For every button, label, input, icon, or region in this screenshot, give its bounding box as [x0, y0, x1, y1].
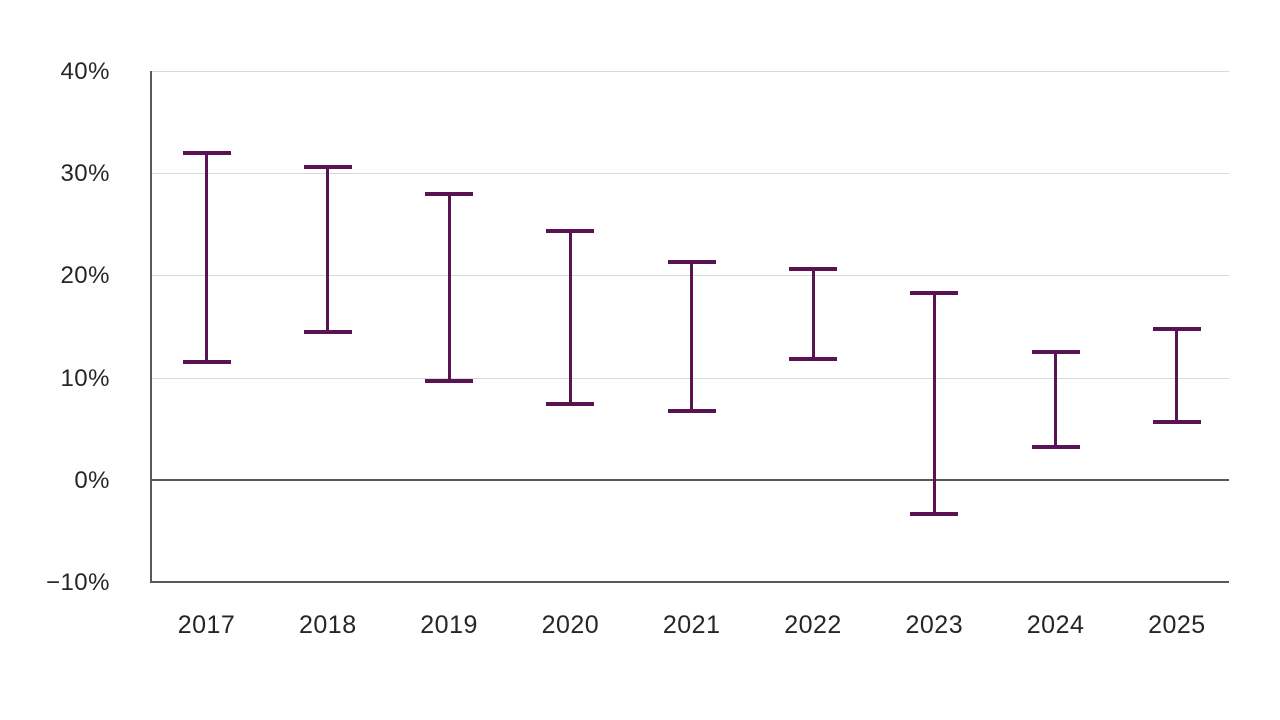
- y-tick-label: −10%: [45, 569, 110, 596]
- low-cap-2025: [1152, 419, 1201, 424]
- range-bar-stem-2018: [326, 167, 330, 332]
- x-tick-label-2022: 2022: [784, 611, 842, 639]
- x-tick-label-2018: 2018: [298, 611, 357, 639]
- x-tick-label-2019: 2019: [420, 611, 478, 639]
- range-bar-stem-2020: [568, 231, 572, 405]
- high-cap-2022: [789, 267, 837, 272]
- low-cap-2024: [1031, 445, 1080, 450]
- x-tick-label-2017: 2017: [177, 611, 236, 639]
- range-bar-stem-2024: [1054, 352, 1058, 448]
- low-cap-2021: [667, 409, 716, 414]
- range-bar-stem-2017: [205, 152, 208, 363]
- range-bar-stem-2021: [690, 262, 694, 412]
- gridline-20: [151, 275, 1229, 277]
- high-cap-2018: [303, 165, 352, 170]
- y-tick-label: 30%: [60, 160, 110, 188]
- gridline-30: [151, 173, 1229, 175]
- range-bar-stem-2019: [447, 193, 451, 381]
- high-cap-2020: [546, 229, 595, 234]
- high-cap-2023: [910, 290, 959, 295]
- high-cap-2025: [1152, 326, 1201, 331]
- low-cap-2020: [546, 402, 595, 407]
- x-tick-label-2023: 2023: [905, 611, 964, 639]
- high-cap-2021: [667, 260, 716, 265]
- gridline-10: [151, 377, 1229, 379]
- high-cap-2017: [182, 150, 231, 155]
- x-tick-label-2020: 2020: [541, 611, 600, 639]
- high-cap-2019: [425, 191, 474, 196]
- low-cap-2023: [910, 511, 959, 516]
- y-tick-label: 10%: [60, 364, 110, 392]
- range-bar-stem-2022: [811, 269, 815, 360]
- zero-gridline: [151, 478, 1229, 481]
- x-tick-label-2021: 2021: [662, 611, 721, 639]
- high-cap-2024: [1031, 350, 1080, 355]
- y-tick-label: 0%: [74, 466, 110, 494]
- low-cap-2022: [789, 357, 837, 362]
- low-cap-2017: [182, 360, 231, 365]
- x-tick-label-2025: 2025: [1148, 611, 1206, 639]
- gridline-40: [151, 71, 1229, 72]
- range-bar-stem-2023: [932, 292, 936, 514]
- low-cap-2019: [425, 378, 474, 383]
- y-tick-label: 20%: [60, 262, 110, 290]
- x-tick-label-2024: 2024: [1026, 611, 1085, 639]
- low-cap-2018: [303, 329, 352, 334]
- range-bar-stem-2025: [1175, 328, 1179, 422]
- y-tick-label: 40%: [60, 58, 110, 85]
- y-axis-line: [150, 71, 152, 583]
- x-axis-line: [151, 581, 1229, 583]
